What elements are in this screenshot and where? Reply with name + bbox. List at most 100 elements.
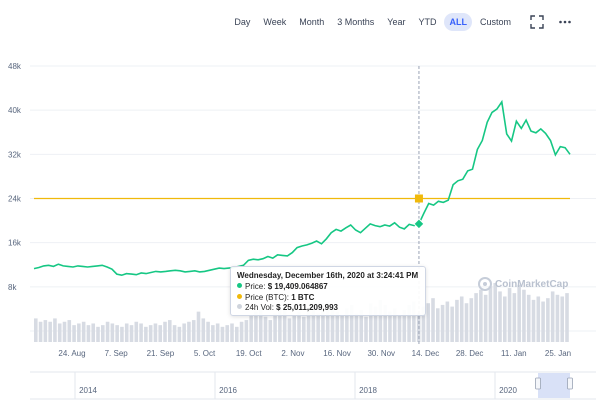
volume-bar bbox=[110, 323, 115, 342]
volume-bar bbox=[115, 325, 119, 342]
range-all-button[interactable]: ALL bbox=[444, 13, 472, 31]
volume-bars bbox=[34, 283, 569, 342]
x-tick-label: 21. Sep bbox=[147, 349, 175, 358]
volume-bar bbox=[493, 283, 498, 342]
volume-bar bbox=[38, 321, 43, 342]
x-tick-label: 24. Aug bbox=[58, 349, 85, 358]
volume-bar bbox=[483, 294, 488, 342]
tooltip-volume-label: 24h Vol: bbox=[245, 303, 274, 312]
volume-bar bbox=[531, 299, 536, 342]
y-axis-labels: 8k 16k 24k 32k 40k 48k bbox=[8, 62, 22, 292]
price-line bbox=[33, 99, 571, 277]
volume-bar bbox=[120, 326, 124, 342]
volume-bar bbox=[388, 311, 392, 342]
volume-bar bbox=[77, 323, 81, 342]
navigator-selection bbox=[538, 373, 570, 398]
y-tick-label: 48k bbox=[8, 62, 22, 71]
volume-bar bbox=[153, 323, 158, 342]
volume-bar bbox=[244, 320, 249, 342]
x-tick-label: 7. Sep bbox=[105, 349, 129, 358]
volume-bar bbox=[91, 323, 96, 342]
y-tick-label: 24k bbox=[8, 195, 22, 204]
volume-bar bbox=[306, 308, 311, 342]
volume-bar bbox=[134, 321, 139, 342]
volume-bar bbox=[225, 325, 230, 342]
volume-bar bbox=[550, 291, 555, 342]
coinmarketcap-logo-icon bbox=[478, 277, 492, 291]
volume-bar bbox=[426, 303, 431, 342]
volume-bar bbox=[397, 315, 402, 342]
tooltip-title: Wednesday, December 16th, 2020 at 3:24:4… bbox=[237, 271, 419, 280]
volume-bar bbox=[517, 284, 521, 342]
x-tick-label: 28. Dec bbox=[456, 349, 484, 358]
volume-bar bbox=[311, 304, 316, 342]
volume-bar bbox=[182, 323, 186, 342]
chart-tooltip: Wednesday, December 16th, 2020 at 3:24:4… bbox=[230, 266, 426, 316]
volume-bar bbox=[67, 320, 72, 342]
volume-bar bbox=[86, 325, 91, 342]
volume-bar bbox=[546, 298, 550, 342]
btc-dot-icon bbox=[237, 293, 242, 299]
y-tick-label: 16k bbox=[8, 239, 22, 248]
volume-bar bbox=[72, 325, 76, 342]
volume-bar bbox=[474, 293, 478, 342]
range-week-button[interactable]: Week bbox=[263, 17, 287, 27]
range-ytd-button[interactable]: YTD bbox=[418, 17, 437, 27]
time-range-toolbar: Day Week Month 3 Months Year YTD ALL Cus… bbox=[226, 12, 572, 32]
volume-bar bbox=[287, 318, 292, 342]
volume-bar bbox=[215, 323, 220, 342]
more-options-icon[interactable] bbox=[558, 15, 572, 29]
volume-bar bbox=[206, 321, 210, 342]
volume-bar bbox=[105, 321, 110, 342]
volume-bar bbox=[268, 320, 273, 342]
volume-bar bbox=[455, 299, 459, 342]
price-dot-icon bbox=[237, 283, 242, 288]
volume-bar bbox=[158, 325, 163, 342]
range-navigator[interactable]: 2014 2016 2018 2020 bbox=[30, 371, 596, 400]
volume-bar bbox=[124, 323, 129, 342]
volume-bar bbox=[354, 313, 359, 342]
volume-bar bbox=[129, 325, 134, 342]
volume-bar bbox=[488, 286, 493, 342]
tooltip-btc-label: Price (BTC): bbox=[245, 292, 289, 302]
x-tick-label: 2. Nov bbox=[281, 349, 304, 358]
btc-price-marker bbox=[414, 194, 423, 203]
range-year-button[interactable]: Year bbox=[387, 17, 406, 27]
tooltip-btc-row: Price (BTC): 1 BTC bbox=[237, 293, 419, 304]
volume-bar bbox=[168, 320, 172, 342]
y-tick-label: 32k bbox=[8, 150, 22, 159]
y-tick-label: 8k bbox=[8, 283, 17, 292]
volume-bar bbox=[459, 296, 464, 342]
range-month-button[interactable]: Month bbox=[299, 17, 325, 27]
volume-bar bbox=[345, 308, 349, 342]
volume-bar bbox=[392, 308, 397, 342]
fullscreen-icon[interactable] bbox=[530, 15, 544, 29]
volume-bar bbox=[34, 318, 38, 342]
volume-bar bbox=[172, 325, 177, 342]
volume-bar bbox=[201, 318, 206, 342]
x-tick-label: 30. Nov bbox=[367, 349, 395, 358]
volume-bar bbox=[479, 289, 483, 342]
volume-bar bbox=[191, 320, 196, 342]
volume-bar bbox=[373, 306, 378, 342]
navigator-year-label: 2020 bbox=[499, 386, 517, 395]
volume-bar bbox=[96, 326, 100, 342]
navigator-year-label: 2018 bbox=[359, 386, 377, 395]
volume-bar bbox=[560, 296, 565, 342]
volume-bar bbox=[440, 304, 445, 342]
volume-bar bbox=[282, 306, 287, 342]
volume-bar bbox=[402, 309, 407, 342]
volume-bar bbox=[512, 293, 517, 342]
range-3-months-button[interactable]: 3 Months bbox=[337, 17, 375, 27]
range-custom-button[interactable]: Custom bbox=[479, 17, 511, 27]
tooltip-volume-value: $ 25,011,209,993 bbox=[276, 303, 338, 312]
volume-bar bbox=[249, 315, 253, 342]
volume-bar bbox=[292, 315, 297, 342]
volume-bar bbox=[412, 301, 416, 342]
range-day-button[interactable]: Day bbox=[234, 17, 251, 27]
navigator-year-label: 2016 bbox=[219, 386, 237, 395]
volume-bar bbox=[57, 323, 62, 342]
tooltip-price-label: Price: bbox=[245, 282, 266, 291]
volume-bar bbox=[321, 309, 325, 342]
